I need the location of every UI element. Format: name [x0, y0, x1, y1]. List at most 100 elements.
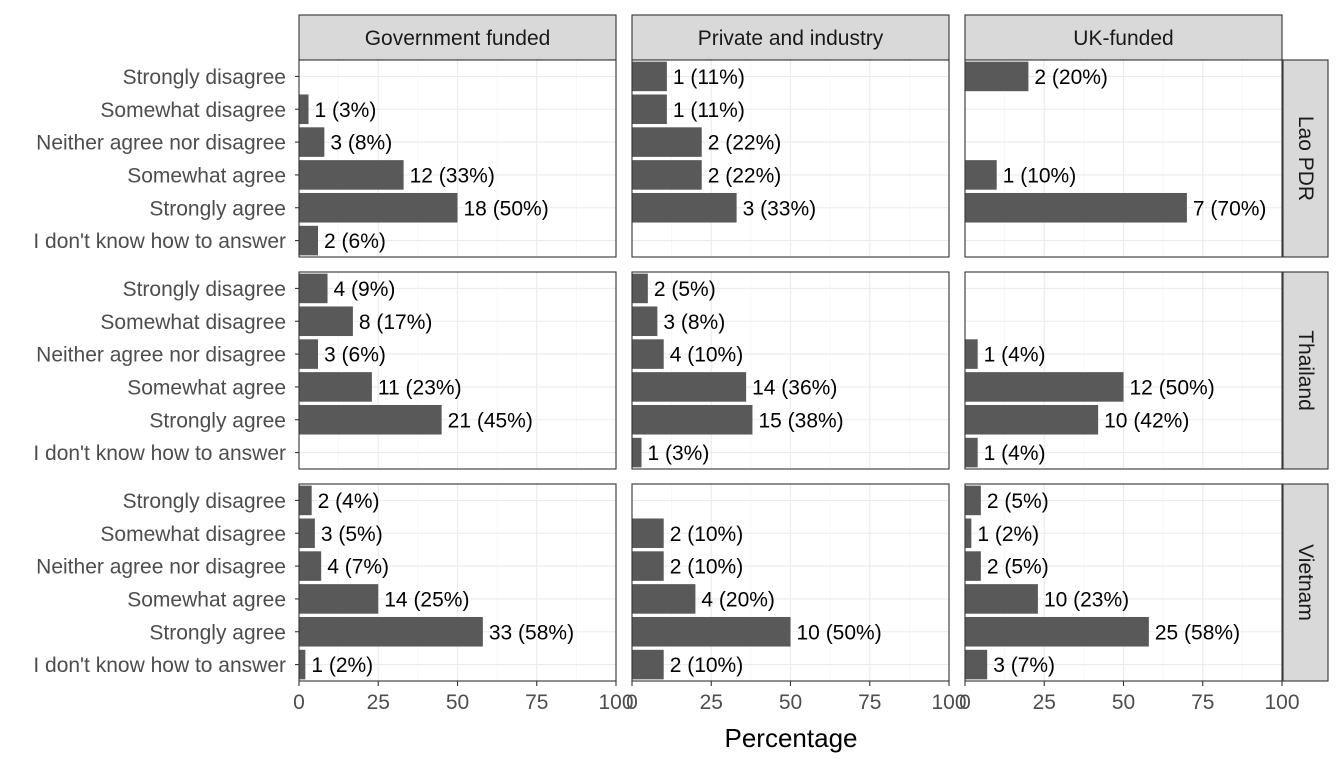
- y-tick-label: Strongly disagree: [123, 278, 286, 301]
- column-strip-uk-funded: UK-funded: [964, 14, 1283, 61]
- bar-label: 3 (7%): [993, 654, 1055, 677]
- bar-somewhat-disagree: [632, 306, 658, 337]
- bar-label: 1 (11%): [673, 99, 745, 122]
- bar-label: 33 (58%): [489, 621, 574, 644]
- bar-somewhat-disagree: [299, 94, 309, 125]
- bar-label: 10 (50%): [797, 621, 882, 644]
- bar-label: 4 (7%): [327, 556, 389, 579]
- bar-label: 2 (22%): [708, 132, 782, 155]
- bar-somewhat-agree: [299, 372, 372, 402]
- bar-somewhat-agree: [299, 584, 379, 614]
- panel-thailand-private-and-industry: 2 (5%) 3 (8%) 4 (10%) 14 (36%) 15 (38%) 1 (3%…: [631, 271, 950, 470]
- bar-label: 14 (36%): [752, 376, 837, 399]
- bar-label: 1 (4%): [984, 442, 1046, 465]
- bar-label: 3 (33%): [743, 197, 817, 220]
- bar-label: 3 (8%): [663, 311, 725, 334]
- column-strip-private-and-industry: Private and industry: [631, 14, 950, 61]
- panels: 1 (3%) 3 (8%) 12 (33%) 18 (50%) 2 (6%) 1 (11%…: [298, 59, 1283, 682]
- bar-label: 10 (23%): [1044, 588, 1129, 611]
- x-tick-label: 75: [1191, 691, 1214, 714]
- y-tick-label: Somewhat disagree: [100, 523, 286, 546]
- y-tick-label: Neither agree nor disagree: [36, 344, 286, 367]
- x-tick-label: 25: [700, 691, 723, 714]
- bar-label: 3 (8%): [330, 132, 392, 155]
- x-tick-label: 100: [598, 691, 633, 714]
- bar-somewhat-agree: [965, 160, 997, 190]
- x-axis-title: Percentage: [725, 723, 858, 753]
- y-tick-label: Somewhat disagree: [100, 311, 286, 334]
- bar-label: 2 (10%): [670, 654, 744, 677]
- bar-label: 4 (20%): [701, 588, 775, 611]
- bar-neither-agree-nor-disagree: [965, 551, 981, 581]
- bar-label: 1 (2%): [311, 654, 373, 677]
- bar-strongly-disagree: [299, 273, 328, 304]
- bar-label: 21 (45%): [448, 409, 533, 432]
- bar-neither-agree-nor-disagree: [299, 339, 319, 369]
- x-tick-label: 100: [1264, 691, 1299, 714]
- bar-neither-agree-nor-disagree: [632, 127, 702, 157]
- bar-label: 4 (10%): [670, 344, 744, 367]
- bar-neither-agree-nor-disagree: [632, 551, 664, 581]
- bar-strongly-agree: [965, 404, 1099, 435]
- x-tick-label: 0: [959, 691, 971, 714]
- bar-neither-agree-nor-disagree: [632, 339, 664, 369]
- panel-vietnam-government-funded: 2 (4%) 3 (5%) 4 (7%) 14 (25%) 33 (58%) 1 (2%): [298, 483, 617, 682]
- bar-strongly-agree: [632, 616, 791, 647]
- bar-strongly-disagree: [632, 61, 667, 92]
- bar-label: 12 (33%): [410, 164, 495, 187]
- y-tick-label: Neither agree nor disagree: [36, 132, 286, 155]
- bar-label: 1 (3%): [648, 442, 710, 465]
- column-strip-label: Government funded: [365, 27, 551, 50]
- row-strip-lao-pdr: Lao PDR: [1282, 59, 1329, 258]
- bar-somewhat-agree: [632, 160, 702, 190]
- bar-label: 1 (10%): [1003, 164, 1077, 187]
- panel-vietnam-uk-funded: 2 (5%) 1 (2%) 2 (5%) 10 (23%) 25 (58%) 3 (7%): [964, 483, 1283, 682]
- x-tick-label: 50: [779, 691, 802, 714]
- x-tick-label: 50: [1112, 691, 1135, 714]
- column-strip-label: Private and industry: [698, 27, 884, 50]
- y-tick-label: I don't know how to answer: [33, 654, 286, 677]
- bar-label: 2 (4%): [318, 490, 380, 513]
- y-tick-label: I don't know how to answer: [33, 230, 286, 253]
- row-strip-label: Vietnam: [1294, 544, 1317, 621]
- panel-thailand-government-funded: 4 (9%) 8 (17%) 3 (6%) 11 (23%) 21 (45%): [298, 271, 617, 470]
- y-tick-label: Strongly agree: [149, 409, 286, 432]
- bar-neither-agree-nor-disagree: [299, 127, 325, 157]
- panel-lao-pdr-government-funded: 1 (3%) 3 (8%) 12 (33%) 18 (50%) 2 (6%): [298, 59, 617, 258]
- column-strips: Government funded Private and industry UK-…: [298, 14, 1283, 61]
- row-strip-label: Thailand: [1294, 330, 1317, 411]
- bar-strongly-agree: [299, 616, 483, 647]
- column-strip-label: UK-funded: [1073, 27, 1173, 50]
- bar-label: 15 (38%): [758, 409, 843, 432]
- bar-somewhat-disagree: [299, 518, 315, 549]
- y-tick-label: Somewhat disagree: [100, 99, 286, 122]
- bar-somewhat-disagree: [299, 306, 353, 337]
- bar-strongly-agree: [965, 616, 1149, 647]
- x-tick-label: 75: [525, 691, 548, 714]
- bar-label: 10 (42%): [1104, 409, 1189, 432]
- bar-somewhat-agree: [299, 160, 404, 190]
- bar-i-don-t-know-how-to-answer: [965, 437, 978, 468]
- bar-somewhat-disagree: [632, 94, 667, 125]
- bar-label: 14 (25%): [384, 588, 469, 611]
- column-strip-government-funded: Government funded: [298, 14, 617, 61]
- bar-somewhat-agree: [632, 372, 747, 402]
- bar-neither-agree-nor-disagree: [965, 339, 978, 369]
- bar-label: 8 (17%): [359, 311, 433, 334]
- row-strips: Lao PDR Thailand Vietnam: [1282, 59, 1329, 682]
- bar-i-don-t-know-how-to-answer: [632, 437, 642, 468]
- bar-strongly-disagree: [299, 485, 312, 516]
- x-tick-label: 25: [1033, 691, 1056, 714]
- y-tick-label: I don't know how to answer: [33, 442, 286, 465]
- bar-strongly-agree: [299, 192, 458, 223]
- x-tick-label: 50: [446, 691, 469, 714]
- x-tick-label: 25: [367, 691, 390, 714]
- bar-label: 2 (5%): [987, 490, 1049, 513]
- panel-lao-pdr-uk-funded: 2 (20%) 1 (10%) 7 (70%): [964, 59, 1283, 258]
- bar-label: 2 (10%): [670, 556, 744, 579]
- y-tick-label: Strongly agree: [149, 621, 286, 644]
- bar-somewhat-disagree: [632, 518, 664, 549]
- bar-i-don-t-know-how-to-answer: [299, 649, 306, 680]
